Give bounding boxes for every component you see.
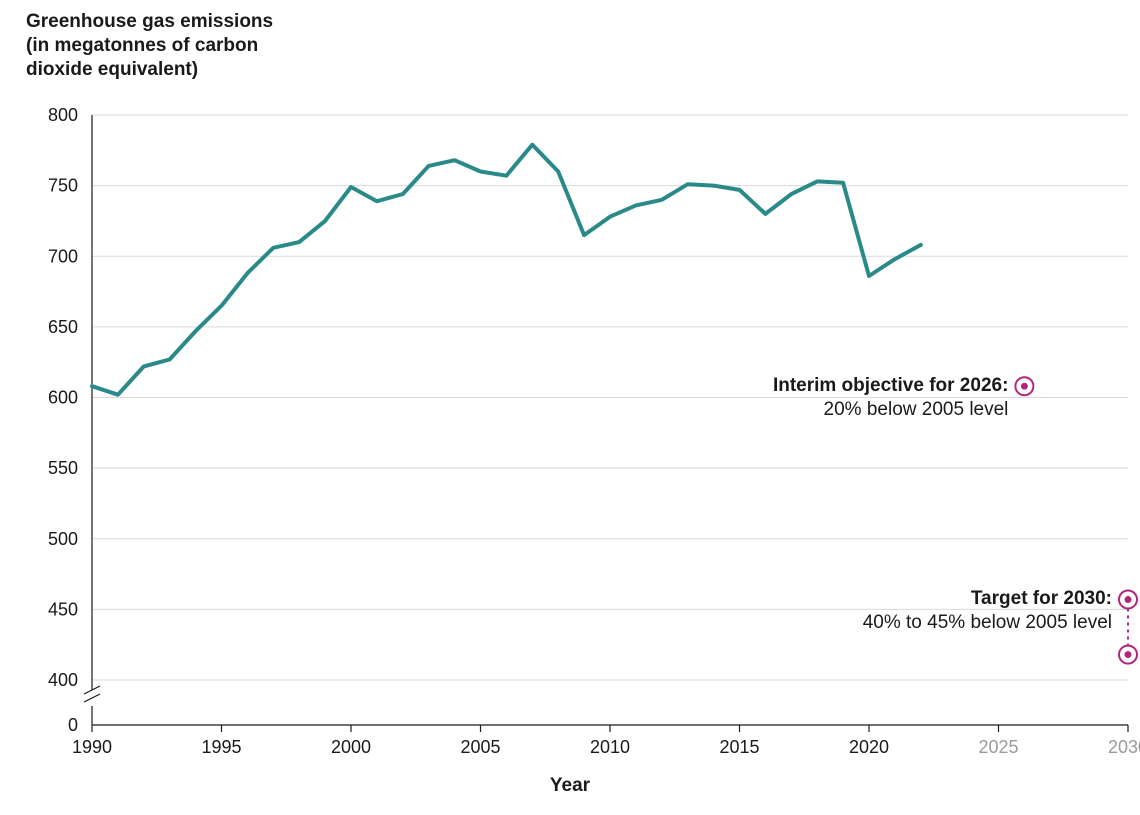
- svg-text:750: 750: [48, 176, 78, 196]
- svg-text:2005: 2005: [460, 737, 500, 757]
- x-axis-title: Year: [0, 775, 1140, 797]
- svg-text:550: 550: [48, 458, 78, 478]
- svg-text:400: 400: [48, 670, 78, 690]
- annotation-interim-2026: Interim objective for 2026: 20% below 20…: [773, 374, 1008, 422]
- svg-text:800: 800: [48, 105, 78, 125]
- svg-text:650: 650: [48, 317, 78, 337]
- y-axis-title: Greenhouse gas emissions (in megatonnes …: [26, 10, 273, 81]
- svg-text:0: 0: [68, 715, 78, 735]
- annotation-interim-2026-title: Interim objective for 2026:: [773, 374, 1008, 398]
- annotation-target-2030-title: Target for 2030:: [863, 587, 1112, 611]
- svg-text:2000: 2000: [331, 737, 371, 757]
- svg-text:500: 500: [48, 529, 78, 549]
- svg-text:2020: 2020: [849, 737, 889, 757]
- emissions-line-chart: Greenhouse gas emissions (in megatonnes …: [0, 0, 1140, 815]
- svg-text:1995: 1995: [201, 737, 241, 757]
- annotation-target-2030-sub: 40% to 45% below 2005 level: [863, 611, 1112, 635]
- svg-text:2025: 2025: [978, 737, 1018, 757]
- svg-text:700: 700: [48, 246, 78, 266]
- annotation-target-2030: Target for 2030: 40% to 45% below 2005 l…: [863, 587, 1112, 635]
- svg-text:2030: 2030: [1108, 737, 1140, 757]
- svg-text:1990: 1990: [72, 737, 112, 757]
- svg-text:600: 600: [48, 388, 78, 408]
- annotation-interim-2026-sub: 20% below 2005 level: [773, 398, 1008, 422]
- svg-text:450: 450: [48, 599, 78, 619]
- svg-text:2015: 2015: [719, 737, 759, 757]
- svg-text:2010: 2010: [590, 737, 630, 757]
